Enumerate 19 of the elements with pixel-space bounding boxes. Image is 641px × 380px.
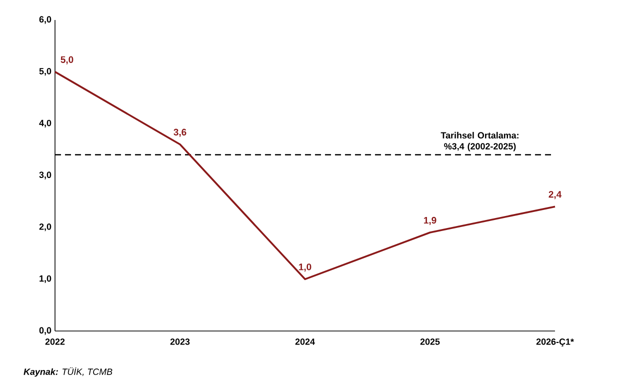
- y-tick-label: 5,0: [39, 68, 52, 76]
- data-label: 5,0: [60, 56, 74, 64]
- ref-line-label: Tarihsel Ortalama: %3,4 (2002-2025): [440, 132, 518, 152]
- x-tick-label: 2026-Ç1*: [536, 338, 574, 347]
- y-tick-label: 2,0: [39, 224, 52, 232]
- y-tick-label: 3,0: [39, 172, 52, 180]
- y-tick-label: 4,0: [39, 120, 52, 128]
- y-tick-label: 0,0: [39, 327, 52, 335]
- data-label: 2,4: [548, 191, 562, 200]
- y-tick-label: 1,0: [40, 275, 52, 283]
- x-tick-label: 2022: [45, 338, 65, 345]
- x-tick-label: 2024: [295, 338, 315, 345]
- x-tick-label: 2023: [170, 338, 190, 345]
- data-label: 1,9: [424, 216, 436, 225]
- data-label: 3,6: [174, 128, 186, 137]
- x-tick-label: 2025: [420, 338, 440, 345]
- text: Kaynak: TÜİK, TCMB: [24, 367, 112, 377]
- data-label: 1,0: [299, 264, 312, 272]
- y-tick-label: 6,0: [39, 16, 52, 24]
